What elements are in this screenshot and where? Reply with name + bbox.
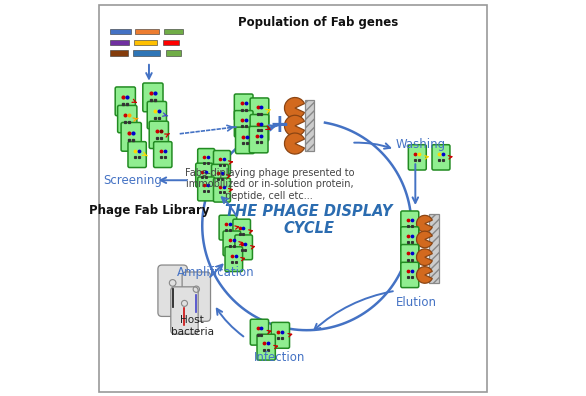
FancyBboxPatch shape <box>213 150 230 174</box>
FancyBboxPatch shape <box>182 272 210 321</box>
Text: Population of Fab genes: Population of Fab genes <box>238 16 398 29</box>
FancyBboxPatch shape <box>235 235 253 260</box>
FancyBboxPatch shape <box>197 148 214 173</box>
Text: Infection: Infection <box>254 351 305 364</box>
FancyBboxPatch shape <box>143 83 163 112</box>
FancyBboxPatch shape <box>432 145 450 170</box>
FancyBboxPatch shape <box>257 334 275 360</box>
Text: Phage Fab Library: Phage Fab Library <box>88 204 209 217</box>
FancyBboxPatch shape <box>401 245 419 270</box>
FancyBboxPatch shape <box>128 142 146 168</box>
FancyBboxPatch shape <box>250 98 269 124</box>
Wedge shape <box>417 231 432 248</box>
Bar <box>429 214 438 283</box>
FancyBboxPatch shape <box>149 121 168 148</box>
Text: Fabs-diplaying phage presented to
immobilized or in-solution protein,
peptide, c: Fabs-diplaying phage presented to immobi… <box>185 168 354 201</box>
FancyBboxPatch shape <box>236 127 254 154</box>
Text: Washing: Washing <box>396 138 446 151</box>
FancyBboxPatch shape <box>271 322 289 348</box>
FancyBboxPatch shape <box>234 94 253 120</box>
Bar <box>135 29 159 34</box>
FancyBboxPatch shape <box>197 177 214 201</box>
Wedge shape <box>284 97 305 118</box>
FancyBboxPatch shape <box>401 262 419 287</box>
FancyBboxPatch shape <box>408 145 426 170</box>
Bar <box>166 50 181 55</box>
Bar <box>163 40 179 45</box>
Wedge shape <box>284 133 305 154</box>
Bar <box>163 29 183 34</box>
Bar <box>110 29 131 34</box>
Bar <box>110 40 130 45</box>
Bar <box>110 50 128 55</box>
Wedge shape <box>284 115 305 136</box>
Bar <box>305 100 314 151</box>
Wedge shape <box>417 215 432 232</box>
FancyBboxPatch shape <box>219 215 237 240</box>
FancyBboxPatch shape <box>171 287 198 334</box>
FancyBboxPatch shape <box>212 164 229 188</box>
FancyBboxPatch shape <box>250 114 269 141</box>
FancyBboxPatch shape <box>250 319 268 345</box>
Text: THE PHAGE DISPLAY
CYCLE: THE PHAGE DISPLAY CYCLE <box>225 204 393 236</box>
FancyBboxPatch shape <box>118 105 137 133</box>
Text: Host
bacteria: Host bacteria <box>171 316 214 337</box>
FancyBboxPatch shape <box>234 110 253 137</box>
Bar <box>134 40 157 45</box>
FancyBboxPatch shape <box>401 227 419 252</box>
FancyBboxPatch shape <box>225 247 243 272</box>
Wedge shape <box>417 249 432 265</box>
Bar <box>133 50 160 55</box>
FancyBboxPatch shape <box>233 219 250 244</box>
FancyBboxPatch shape <box>213 178 230 202</box>
FancyBboxPatch shape <box>223 231 241 256</box>
FancyBboxPatch shape <box>154 142 172 168</box>
Text: Amplification: Amplification <box>177 267 255 280</box>
Text: Elution: Elution <box>396 296 437 309</box>
FancyBboxPatch shape <box>147 101 166 129</box>
Wedge shape <box>417 267 432 283</box>
FancyBboxPatch shape <box>196 163 213 187</box>
FancyBboxPatch shape <box>115 87 135 116</box>
Text: +: + <box>270 113 289 137</box>
FancyBboxPatch shape <box>121 122 141 151</box>
FancyBboxPatch shape <box>158 265 188 316</box>
FancyBboxPatch shape <box>249 126 268 153</box>
Text: Screening: Screening <box>104 174 163 187</box>
FancyBboxPatch shape <box>401 211 419 236</box>
